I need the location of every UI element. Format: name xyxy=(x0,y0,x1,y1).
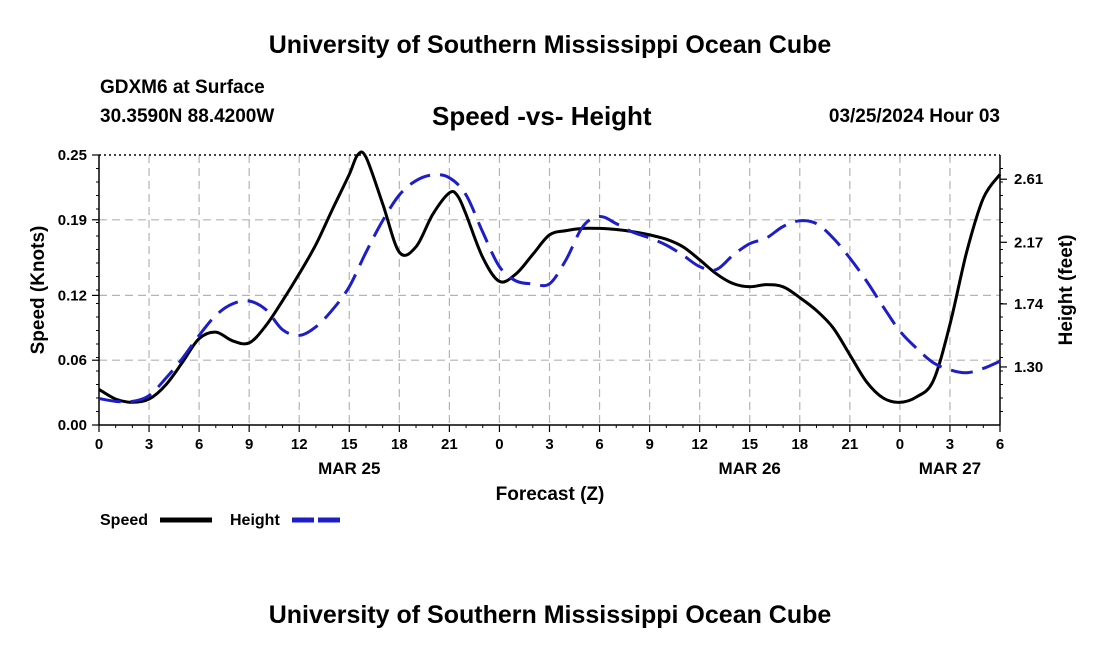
station-label: GDXM6 at Surface xyxy=(100,77,265,98)
x-tick-label: 12 xyxy=(691,436,708,453)
y-left-axis-title: Speed (Knots) xyxy=(28,226,49,355)
x-tick-label: 15 xyxy=(741,436,758,453)
x-tick-label: 0 xyxy=(495,436,503,453)
x-tick-label: 6 xyxy=(595,436,603,453)
y-right-tick-label: 2.61 xyxy=(1014,171,1043,188)
speed-height-chart: 0 3 6 9 12 15 18 21 0 3 6 9 12 15 18 21 0 3 6 0.00 0.06 0.12 0… xyxy=(28,147,1077,529)
x-tick-label: 12 xyxy=(291,436,308,453)
forecast-datetime: 03/25/2024 Hour 03 xyxy=(828,106,1000,127)
y-right-tick-label: 2.17 xyxy=(1014,234,1043,251)
legend-label-speed: Speed xyxy=(100,512,148,529)
date-label: MAR 26 xyxy=(719,459,781,478)
series-height-line xyxy=(98,173,1001,404)
x-tick-label: 9 xyxy=(645,436,653,453)
x-axis-title: Forecast (Z) xyxy=(496,484,605,505)
x-tick-label: 18 xyxy=(791,436,808,453)
y-right-axis-title: Height (feet) xyxy=(1056,235,1077,346)
station-coords: 30.3590N 88.4200W xyxy=(100,106,275,127)
x-tick-label: 18 xyxy=(391,436,408,453)
series-speed-line xyxy=(98,150,1002,404)
y-left-tick-label: 0.25 xyxy=(58,147,87,164)
x-tick-label: 3 xyxy=(946,436,954,453)
y-left-tick-label: 0.06 xyxy=(58,352,87,369)
y-right-tick-label: 1.74 xyxy=(1014,296,1044,313)
date-label: MAR 27 xyxy=(919,459,981,478)
y-left-tick-label: 0.19 xyxy=(58,212,87,229)
x-tick-label: 21 xyxy=(841,436,858,453)
x-tick-label: 0 xyxy=(896,436,904,453)
x-tick-label: 15 xyxy=(341,436,358,453)
y-left-tick-label: 0.12 xyxy=(58,287,87,304)
page-title: University of Southern Mississippi Ocean… xyxy=(268,31,832,59)
y-left-tick-label: 0.00 xyxy=(58,417,87,434)
x-tick-label: 6 xyxy=(195,436,203,453)
x-tick-label: 9 xyxy=(245,436,253,453)
x-tick-label: 21 xyxy=(441,436,458,453)
chart-subtitle: Speed -vs- Height xyxy=(432,101,652,131)
x-tick-label: 0 xyxy=(95,436,103,453)
x-tick-label: 3 xyxy=(545,436,553,453)
x-tick-label: 6 xyxy=(996,436,1004,453)
y-right-tick-label: 1.30 xyxy=(1014,359,1043,376)
date-label: MAR 25 xyxy=(318,459,380,478)
legend-label-height: Height xyxy=(230,512,280,529)
x-tick-label: 3 xyxy=(145,436,153,453)
footer-title: University of Southern Mississippi Ocean… xyxy=(268,601,832,629)
